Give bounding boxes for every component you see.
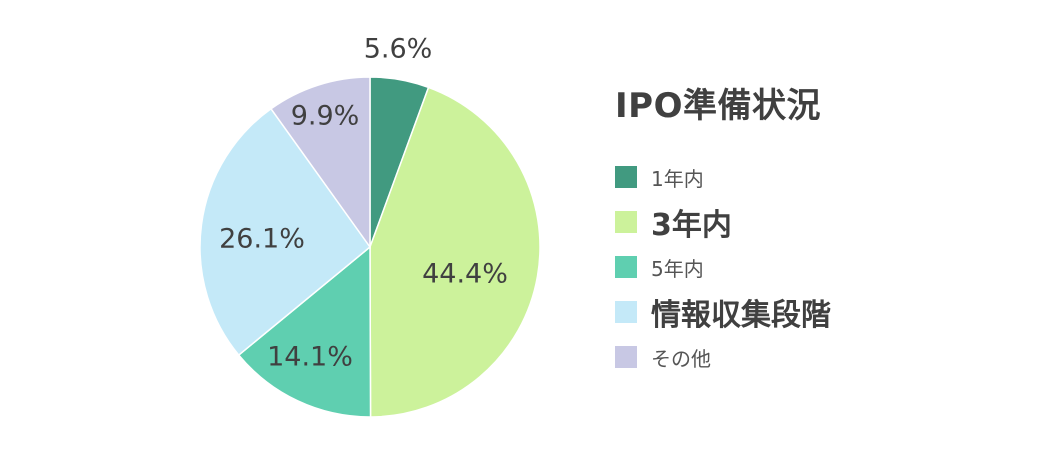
legend-label: 3年内 [651, 208, 732, 243]
legend: IPO準備状況 1年内 3年内 5年内情報収集段階その他 [615, 78, 831, 379]
pie-slice-4 [199, 107, 372, 357]
pie-labels: 5.6% 44.4% 14.1% 26.1% 9.9% [219, 34, 508, 373]
legend-swatch [615, 301, 637, 323]
pie-slices [199, 76, 541, 418]
slice-label-2: 44.4% [422, 259, 508, 290]
legend-swatch [615, 211, 637, 233]
legend-swatch [615, 346, 637, 368]
legend-label: 1年内 [651, 166, 704, 191]
legend-label: 情報収集段階 [651, 298, 831, 333]
pie-slice-2 [369, 86, 541, 418]
pie-slice-3 [237, 245, 372, 418]
pie-chart: 5.6% 44.4% 14.1% 26.1% 9.9% [199, 34, 541, 418]
legend-item-3: 5年内 [615, 245, 831, 289]
legend-items: 1年内 3年内 5年内情報収集段階その他 [615, 155, 831, 379]
legend-swatch [615, 256, 637, 278]
legend-label: 5年内 [651, 256, 704, 281]
legend-swatch [615, 166, 637, 188]
legend-label: その他 [651, 346, 711, 371]
slice-label-4: 26.1% [219, 224, 305, 255]
slice-label-3: 14.1% [267, 342, 353, 373]
slice-label-1: 5.6% [364, 34, 433, 65]
legend-item-4: 情報収集段階 [615, 289, 831, 335]
slice-label-5: 9.9% [291, 101, 360, 132]
chart-title: IPO準備状況 [615, 86, 821, 126]
legend-item-1: 1年内 [615, 155, 831, 199]
pie-slice-5 [269, 76, 371, 250]
legend-item-2: 3年内 [615, 199, 831, 245]
legend-item-5: その他 [615, 335, 831, 379]
